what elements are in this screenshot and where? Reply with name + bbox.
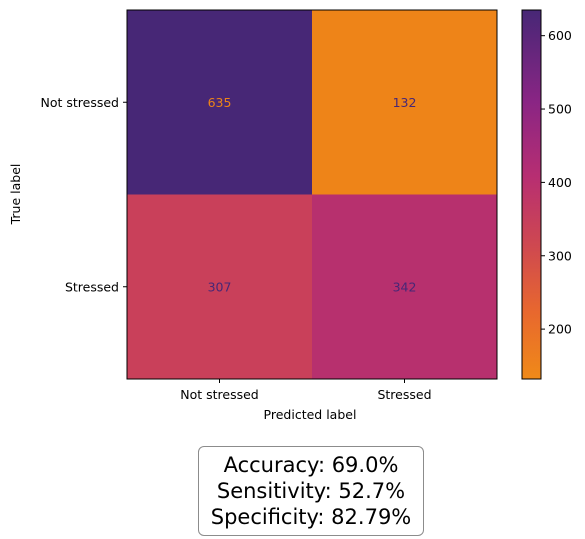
cell-value-label: 635 — [208, 95, 232, 110]
colorbar-tick-label: 600 — [548, 28, 572, 43]
confusion-matrix-chart: 635 132 307 342 Not stressed Stressed Not st… — [8, 9, 572, 422]
x-axis: Not stressed Stressed — [180, 379, 432, 402]
colorbar — [521, 9, 542, 380]
y-tick-label: Not stressed — [41, 95, 120, 110]
colorbar-tick-label: 200 — [548, 322, 572, 337]
colorbar-tick-label: 500 — [548, 102, 572, 117]
x-axis-label: Predicted label — [264, 407, 357, 422]
plot-frame — [126, 9, 498, 380]
heatmap-cell — [312, 194, 498, 380]
sensitivity-text: Sensitivity: 52.7% — [216, 479, 406, 503]
y-tick-label: Stressed — [65, 279, 119, 294]
metrics-box: Accuracy: 69.0% Sensitivity: 52.7% Speci… — [198, 446, 424, 536]
cell-value-label: 132 — [393, 95, 417, 110]
heatmap-cell — [127, 10, 313, 195]
colorbar-ticks: 200 300 400 500 600 — [541, 28, 572, 337]
cell-value-label: 307 — [208, 279, 232, 294]
colorbar-tick-label: 400 — [548, 175, 572, 190]
cell-annotations: 635 132 307 342 — [208, 95, 417, 295]
colorbar-tick-label: 300 — [548, 248, 572, 263]
heatmap-cell — [312, 10, 498, 195]
heatmap-cells — [127, 10, 498, 380]
accuracy-text: Accuracy: 69.0% — [223, 453, 399, 477]
cell-value-label: 342 — [393, 279, 417, 294]
specificity-text: Specificity: 82.79% — [210, 505, 412, 529]
x-tick-label: Stressed — [377, 387, 431, 402]
x-tick-label: Not stressed — [180, 387, 259, 402]
heatmap-cell — [127, 194, 313, 380]
y-axis-label: True label — [8, 164, 23, 226]
y-axis: Not stressed Stressed — [41, 95, 127, 294]
